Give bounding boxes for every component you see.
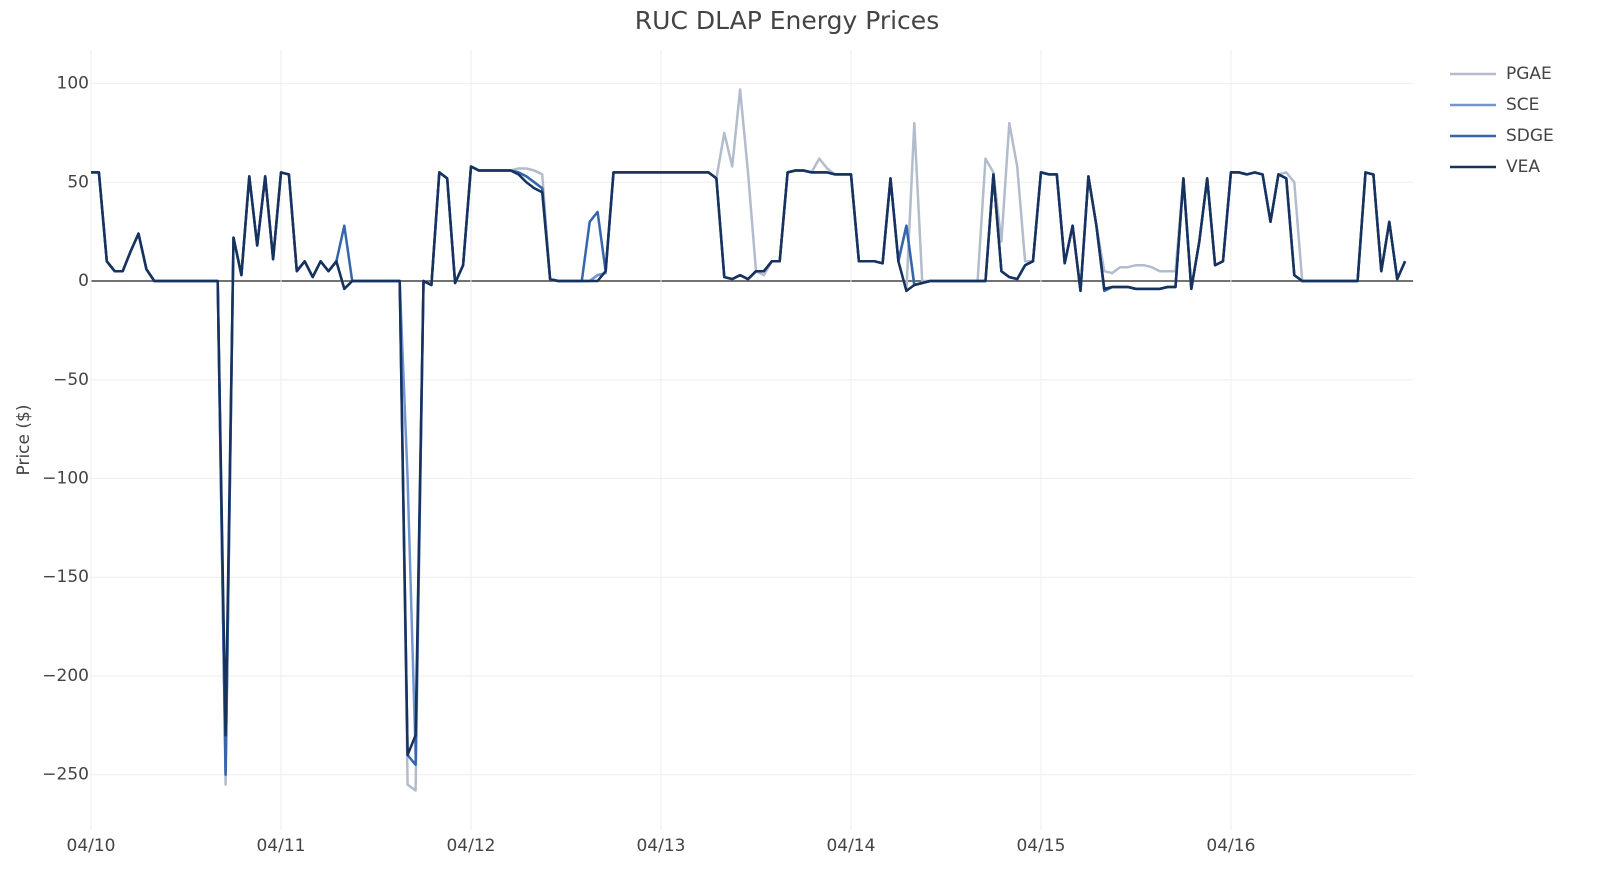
x-tick-label: 04/15 bbox=[1016, 836, 1065, 856]
x-tick-label: 04/11 bbox=[256, 836, 305, 856]
x-tick-label: 04/12 bbox=[446, 836, 495, 856]
y-tick-label: −250 bbox=[42, 765, 89, 785]
chart-title: RUC DLAP Energy Prices bbox=[635, 6, 939, 35]
x-tick-label: 04/14 bbox=[826, 836, 875, 856]
x-tick-label: 04/10 bbox=[67, 836, 116, 856]
y-axis-label: Price ($) bbox=[14, 405, 34, 476]
x-tick-label: 04/13 bbox=[636, 836, 685, 856]
y-tick-label: −100 bbox=[42, 469, 89, 489]
series-line bbox=[91, 165, 1407, 773]
y-tick-label: 100 bbox=[57, 74, 89, 94]
y-tick-label: −200 bbox=[42, 666, 89, 686]
y-tick-label: −50 bbox=[53, 370, 89, 390]
y-tick-label: 0 bbox=[78, 271, 89, 291]
x-tick-label: 04/16 bbox=[1206, 836, 1255, 856]
legend-label: SDGE bbox=[1506, 126, 1554, 146]
legend-label: PGAE bbox=[1506, 64, 1552, 84]
legend-label: VEA bbox=[1506, 157, 1540, 177]
y-tick-label: −150 bbox=[42, 567, 89, 587]
series-line bbox=[91, 165, 1407, 757]
legend-label: SCE bbox=[1506, 95, 1539, 115]
series-line bbox=[91, 165, 1407, 776]
y-tick-label: 50 bbox=[67, 172, 89, 192]
